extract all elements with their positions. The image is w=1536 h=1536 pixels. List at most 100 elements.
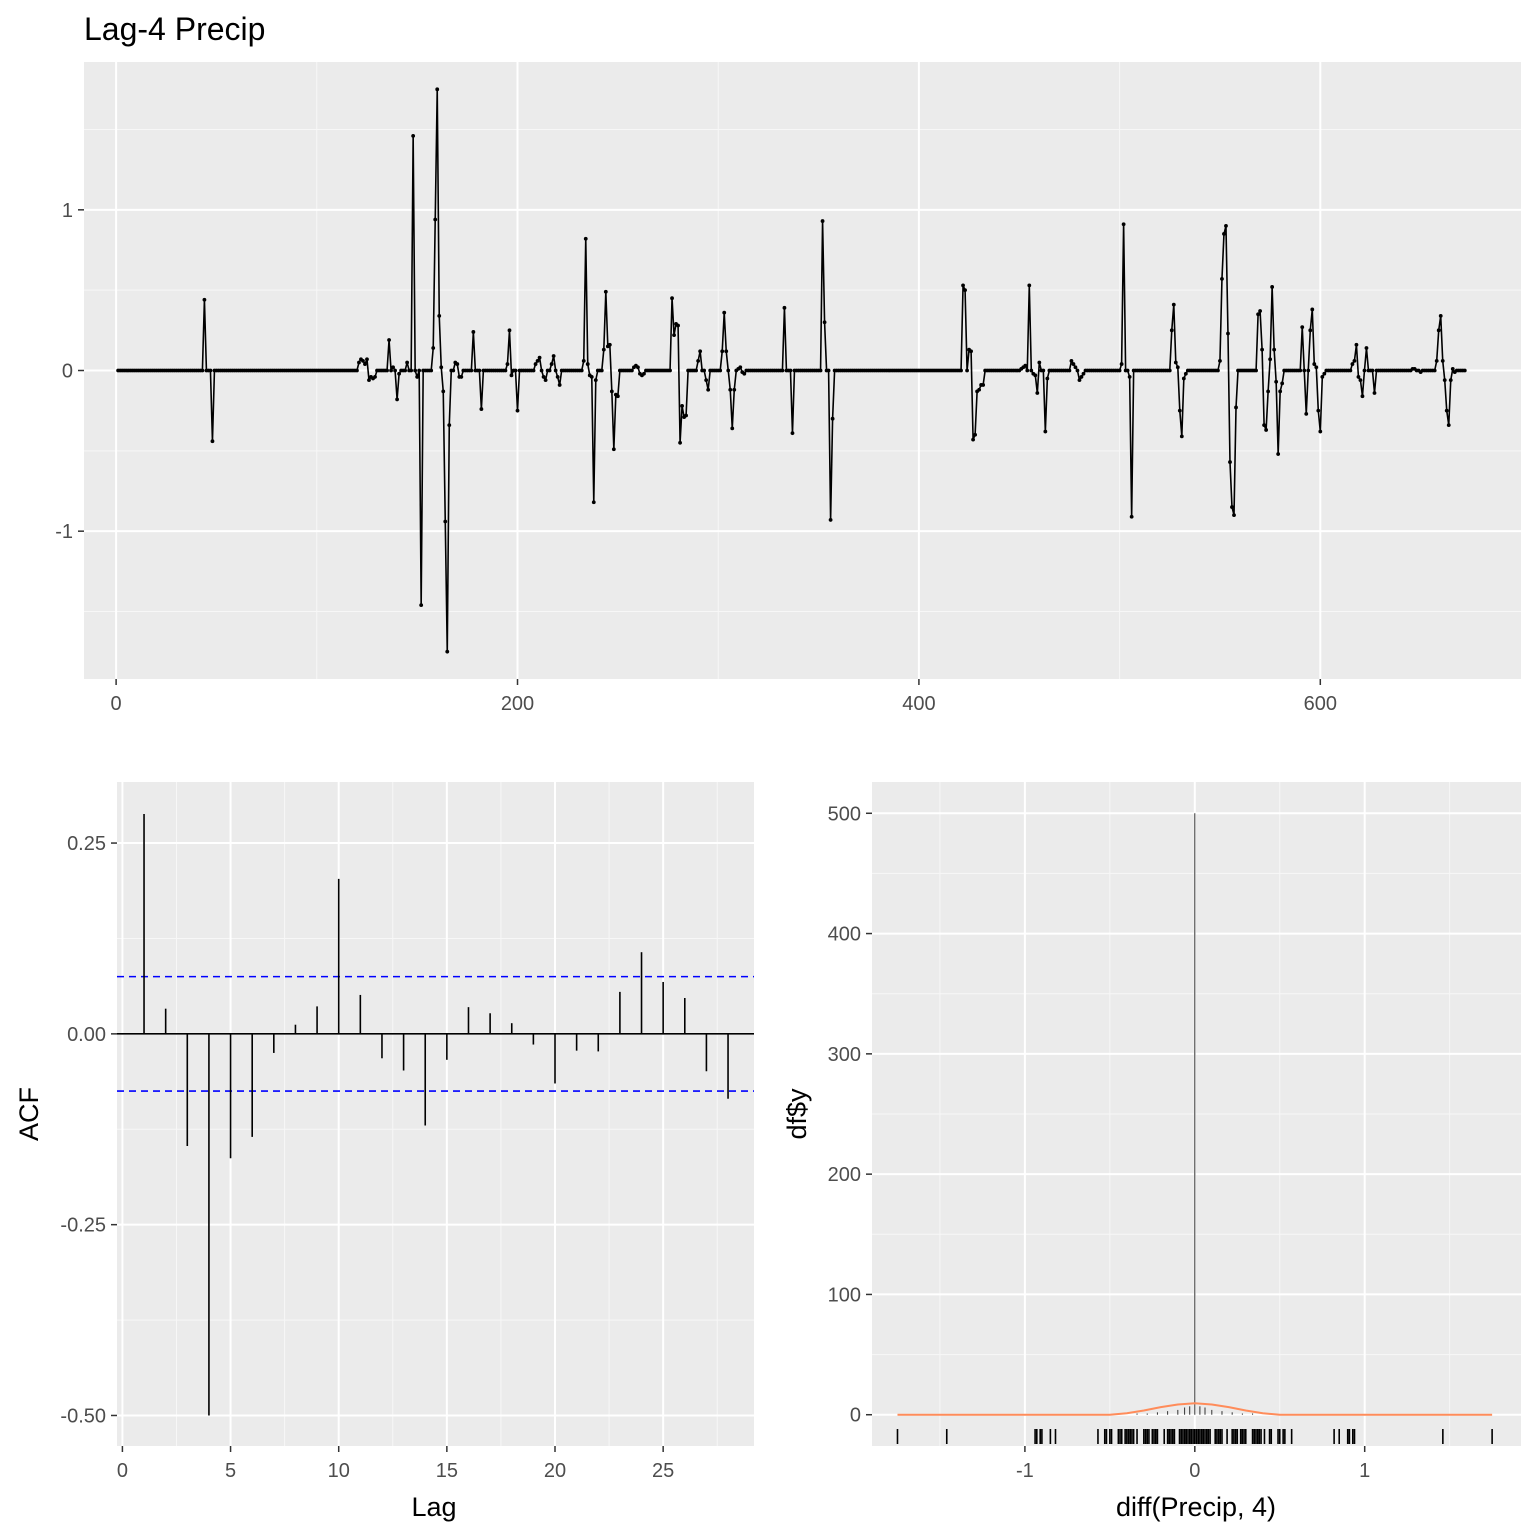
data-point — [1364, 346, 1369, 350]
data-point — [1436, 328, 1441, 333]
density-curve — [897, 1402, 1493, 1416]
data-point — [210, 439, 215, 444]
data-point — [365, 357, 369, 362]
y-tick-label: 0.00 — [67, 1024, 106, 1046]
data-point — [672, 333, 676, 338]
data-point — [1298, 368, 1303, 373]
x-tick-label: -1 — [1016, 1460, 1034, 1482]
x-tick-label: 0 — [117, 1460, 128, 1482]
data-point — [1312, 362, 1317, 366]
lag4-series-panel: Lag-4 Precip 0 200 400 600 -1 0 1 — [55, 11, 1521, 715]
data-point — [581, 358, 586, 363]
data-point — [1274, 379, 1279, 384]
data-point — [433, 217, 438, 222]
data-point — [678, 440, 682, 445]
data-point — [1462, 368, 1467, 373]
data-point — [738, 365, 743, 370]
data-point — [583, 236, 588, 241]
x-tick-label: 400 — [902, 693, 935, 715]
data-point — [668, 368, 672, 373]
data-point — [431, 346, 436, 350]
data-point — [367, 378, 371, 383]
data-point — [969, 349, 973, 354]
data-point — [579, 368, 584, 373]
data-point — [704, 378, 709, 383]
data-point — [959, 368, 963, 373]
x-tick-label: 1 — [1359, 1460, 1370, 1482]
axes: 0 5 10 15 20 25 -0.50 -0.25 0.00 0.25 — [60, 833, 674, 1482]
data-point — [680, 403, 684, 408]
y-tick-label: 1 — [62, 200, 73, 222]
data-point — [1266, 389, 1271, 394]
data-point — [413, 368, 418, 373]
data-point — [1071, 362, 1076, 366]
data-point — [1234, 405, 1238, 410]
data-point — [1348, 368, 1353, 373]
data-point — [1216, 368, 1220, 373]
data-point — [1260, 347, 1264, 352]
data-point — [1438, 313, 1443, 318]
data-point — [1444, 408, 1449, 413]
data-point — [696, 358, 701, 363]
data-point — [676, 323, 680, 328]
data-point — [1358, 378, 1363, 383]
data-point — [1220, 277, 1224, 281]
data-point — [435, 87, 440, 92]
data-point — [1029, 368, 1034, 373]
data-point — [728, 387, 733, 392]
data-point — [208, 368, 213, 373]
data-point — [469, 368, 474, 373]
data-point — [1169, 328, 1174, 333]
data-point — [694, 368, 699, 373]
y-axis-label: ACF — [14, 1087, 44, 1141]
y-tick-label: 200 — [828, 1164, 861, 1186]
data-point — [742, 371, 747, 376]
data-point — [1352, 358, 1357, 363]
data-point — [531, 368, 536, 373]
data-point — [1276, 452, 1281, 456]
data-point — [509, 373, 514, 378]
data-point — [1370, 368, 1375, 373]
data-point — [1075, 368, 1080, 373]
data-point — [698, 349, 703, 354]
data-point — [1183, 371, 1188, 376]
data-point — [549, 362, 554, 366]
data-point — [403, 368, 408, 373]
data-point — [684, 413, 688, 418]
data-point — [547, 368, 552, 373]
data-point — [415, 375, 420, 379]
data-point — [615, 394, 620, 399]
data-point — [373, 375, 377, 379]
data-point — [1037, 360, 1042, 365]
x-tick-label: 600 — [1304, 693, 1337, 715]
data-point — [636, 365, 640, 370]
data-point — [780, 368, 785, 373]
data-point — [724, 349, 729, 354]
data-point — [471, 330, 476, 334]
data-point — [1304, 411, 1309, 416]
x-tick-label: 25 — [652, 1460, 674, 1482]
data-point — [593, 378, 598, 383]
data-point — [387, 338, 391, 342]
y-tick-label: 500 — [828, 803, 861, 825]
data-point — [822, 320, 827, 325]
x-tick-label: 200 — [501, 693, 534, 715]
data-point — [611, 447, 616, 452]
acf-bars — [117, 814, 754, 1416]
data-point — [200, 368, 205, 373]
data-point — [537, 355, 542, 360]
x-tick-label: 5 — [225, 1460, 236, 1482]
data-point — [459, 375, 464, 379]
x-tick-label: 20 — [544, 1460, 566, 1482]
data-point — [393, 368, 397, 373]
x-tick-label: 0 — [1189, 1460, 1200, 1482]
data-point — [599, 368, 604, 373]
data-point — [1354, 342, 1359, 347]
data-point — [1175, 365, 1180, 370]
data-point — [363, 362, 367, 366]
data-point — [1081, 371, 1086, 376]
y-tick-label: -0.25 — [60, 1215, 106, 1237]
data-point — [1318, 429, 1323, 434]
data-point — [1041, 368, 1046, 373]
